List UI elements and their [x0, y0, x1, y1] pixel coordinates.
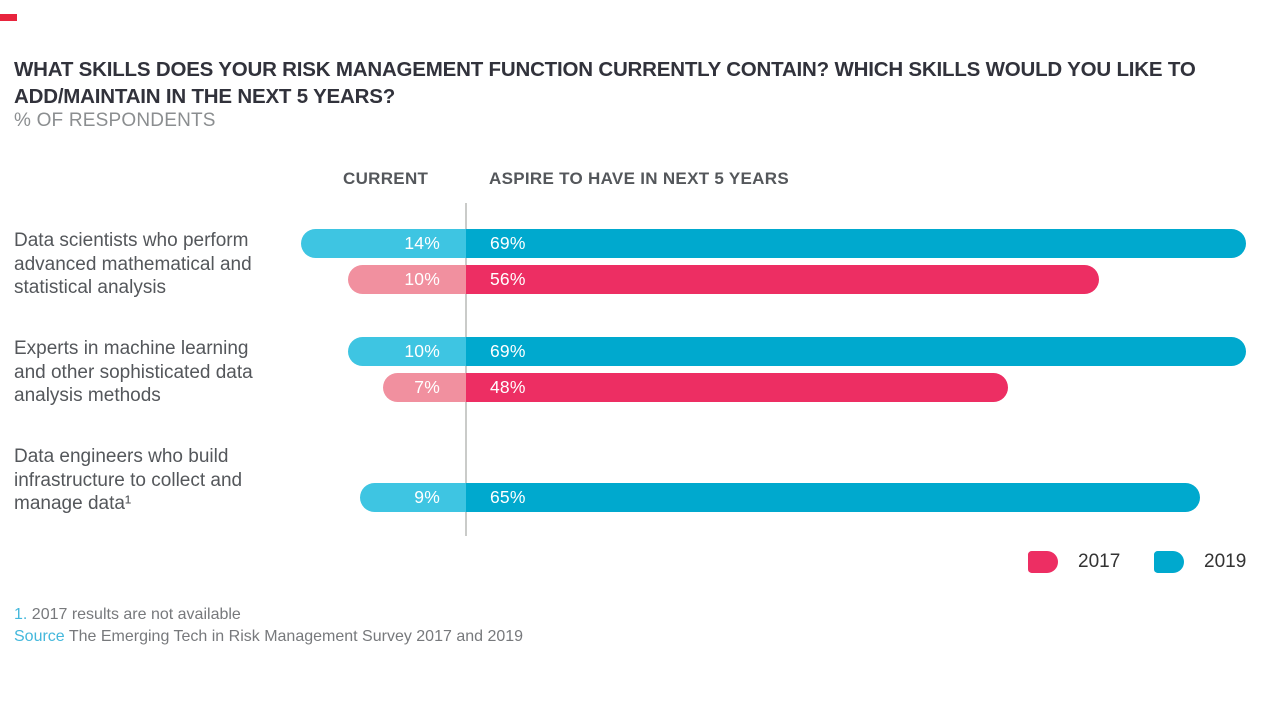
bar-2017-aspire-segment: [466, 373, 1009, 402]
column-header-aspire: ASPIRE TO HAVE IN NEXT 5 YEARS: [489, 169, 789, 188]
footnote-1-marker: 1.: [14, 606, 28, 623]
bar-2019-aspire-segment: [466, 337, 1246, 366]
category-label: Experts in machine learning and other so…: [14, 338, 253, 406]
bar-2019: 9% 65%: [359, 483, 1201, 512]
current-value-label: 10%: [404, 341, 440, 361]
bar-2017-current-segment: [348, 265, 466, 294]
bar-2017-aspire-segment: [466, 265, 1099, 294]
current-value-label: 10%: [404, 269, 440, 289]
legend-label-2019: 2019: [1204, 551, 1247, 572]
current-aspire-divider-line: [465, 203, 467, 536]
bar-2017: 10% 56%: [348, 265, 1099, 294]
column-header-current: CURRENT: [343, 169, 429, 188]
current-value-label: 9%: [414, 487, 440, 507]
bar-2017-current-segment: [383, 373, 466, 402]
aspire-value-label: 65%: [489, 487, 526, 507]
current-value-label: 7%: [414, 377, 440, 397]
legend-label-2017: 2017: [1078, 551, 1121, 572]
legend-swatch-2019: [1154, 551, 1184, 573]
footnote-1-text: 2017 results are not available: [27, 606, 241, 623]
footnote-source-text: The Emerging Tech in Risk Management Sur…: [64, 628, 524, 645]
chart-subtitle: % OF RESPONDENTS: [14, 110, 216, 131]
category-label: Data scientists who perform advanced mat…: [14, 230, 252, 298]
bar-2019: 14% 69%: [300, 229, 1246, 258]
bar-2017: 7% 48%: [383, 373, 1009, 402]
aspire-value-label: 56%: [490, 269, 526, 289]
current-value-label: 14%: [404, 233, 440, 253]
aspire-value-label: 48%: [489, 377, 526, 397]
chart-title-line2: ADD/MAINTAIN IN THE NEXT 5 YEARS?: [14, 85, 396, 108]
footnote-source-label: Source: [14, 628, 65, 645]
bar-2019-current-segment: [300, 229, 466, 258]
legend-item-2017: 2017: [1028, 551, 1138, 573]
aspire-value-label: 69%: [489, 233, 526, 253]
legend-item-2019: 2019: [1154, 551, 1264, 573]
footnote-source: Source The Emerging Tech in Risk Managem…: [14, 627, 523, 647]
bar-2019-current-segment: [359, 483, 466, 512]
aspire-value-label: 69%: [490, 341, 526, 361]
chart-title: WHAT SKILLS DOES YOUR RISK MANAGEMENT FU…: [14, 56, 1254, 110]
bar-2019-aspire-segment: [466, 229, 1246, 258]
brand-red-dash: [0, 14, 17, 21]
bar-2019: 10% 69%: [348, 337, 1246, 366]
bar-2019-aspire-segment: [465, 483, 1201, 512]
chart-title-line1: WHAT SKILLS DOES YOUR RISK MANAGEMENT FU…: [14, 58, 1196, 81]
category-label: Data engineers who build infrastructure …: [14, 446, 243, 514]
bar-2019-current-segment: [348, 337, 466, 366]
legend-swatch-2017: [1028, 551, 1058, 573]
footnote-1: 1. 2017 results are not available: [14, 605, 241, 625]
